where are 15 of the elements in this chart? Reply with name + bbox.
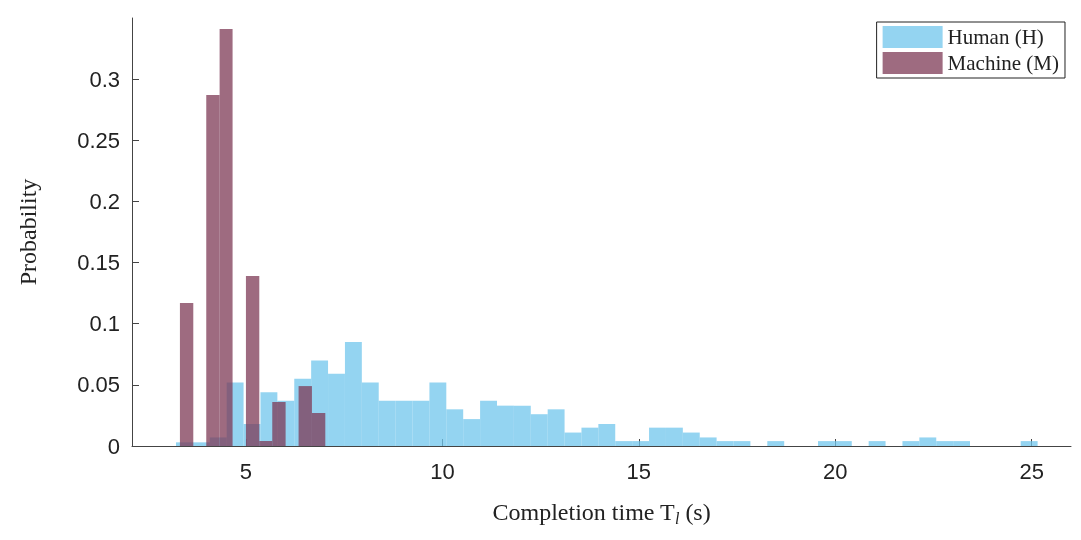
y-tick-label: 0.15 xyxy=(77,250,120,276)
x-tick-label: 15 xyxy=(626,458,652,484)
x-tick-label: 20 xyxy=(823,458,848,484)
legend-label: Machine (M) xyxy=(947,51,1060,75)
y-tick-label: 0.05 xyxy=(77,372,120,398)
y-tick-label: 0.3 xyxy=(89,66,120,92)
y-axis-title: Probability xyxy=(15,178,41,286)
x-tick-label: 25 xyxy=(1019,458,1044,484)
legend-label: Human (H) xyxy=(947,25,1044,49)
y-tick-label: 0.25 xyxy=(77,127,120,153)
y-tick-label: 0.1 xyxy=(89,311,120,337)
x-tick-label: 10 xyxy=(430,458,455,484)
y-tick-label: 0 xyxy=(107,433,120,459)
y-tick-label: 0.2 xyxy=(89,188,120,214)
x-tick-label: 5 xyxy=(239,458,253,484)
